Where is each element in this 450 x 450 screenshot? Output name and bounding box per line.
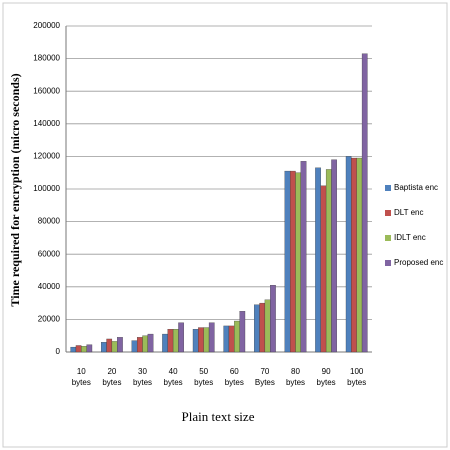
bar [223, 325, 230, 353]
bar [75, 345, 82, 353]
x-tick-label: 50 bytes [194, 367, 214, 387]
legend-label: IDLT enc [394, 233, 426, 242]
legend-swatch [385, 185, 391, 191]
bar [167, 329, 174, 353]
bar [325, 169, 332, 353]
x-tick-label: 10 bytes [71, 367, 91, 387]
legend-swatch [385, 260, 391, 266]
y-tick-label: 100000 [33, 184, 60, 193]
y-tick-label: 140000 [33, 119, 60, 128]
bar [295, 172, 302, 353]
x-tick-label: 30 bytes [132, 367, 153, 387]
y-tick-label: 0 [56, 347, 61, 356]
legend-label: Baptista enc [394, 183, 438, 192]
y-tick-label: 60000 [38, 249, 61, 258]
bar [131, 340, 138, 353]
bar [117, 337, 123, 353]
bar [81, 346, 87, 353]
x-tick-label: 20 bytes [102, 367, 122, 387]
bar [147, 333, 154, 353]
x-axis-label: Plain text size [182, 409, 255, 424]
bar [228, 325, 235, 353]
y-axis-label: Time required for encryption (micro seco… [8, 73, 22, 306]
bar [86, 344, 93, 353]
bar [136, 337, 143, 353]
bar [192, 329, 199, 353]
bar [239, 311, 246, 353]
bar [208, 322, 215, 353]
bar [259, 302, 266, 353]
y-tick-label: 20000 [38, 315, 61, 324]
bar [198, 327, 204, 353]
legend-label: DLT enc [394, 208, 424, 217]
bar [345, 156, 352, 353]
x-tick-label: 90 bytes [316, 367, 336, 387]
bar [320, 185, 327, 353]
x-tick-label: 60 bytes [224, 367, 244, 387]
bar [101, 342, 107, 353]
x-tick-label: 40 bytes [163, 367, 183, 387]
legend-label: Proposed enc [394, 258, 443, 267]
y-tick-label: 180000 [33, 54, 60, 63]
bar [264, 299, 271, 353]
bar [203, 327, 210, 353]
bar [331, 159, 337, 353]
bar [172, 329, 179, 353]
bar [300, 161, 307, 353]
x-tick-label: 80 bytes [285, 367, 306, 387]
y-tick-label: 80000 [38, 217, 61, 226]
x-tick-label: 70 Bytes [254, 367, 275, 387]
x-tick-label: 100 bytes [347, 367, 367, 387]
bar [315, 167, 321, 353]
bar [162, 333, 168, 353]
bar [142, 335, 149, 353]
y-tick-label: 200000 [33, 21, 60, 30]
bar [70, 346, 77, 353]
bar [284, 170, 291, 353]
y-tick-label: 40000 [38, 282, 61, 291]
bar [356, 157, 363, 353]
bar [111, 341, 118, 353]
bar [106, 338, 113, 353]
bar [289, 170, 296, 353]
bar [234, 320, 240, 353]
legend-swatch [385, 235, 391, 241]
legend-swatch [385, 210, 391, 216]
bar [270, 285, 276, 353]
y-tick-label: 120000 [33, 152, 60, 161]
bar [361, 53, 368, 353]
bar [351, 157, 357, 353]
bar [178, 322, 184, 353]
y-tick-label: 160000 [33, 86, 60, 95]
bar [254, 304, 260, 353]
